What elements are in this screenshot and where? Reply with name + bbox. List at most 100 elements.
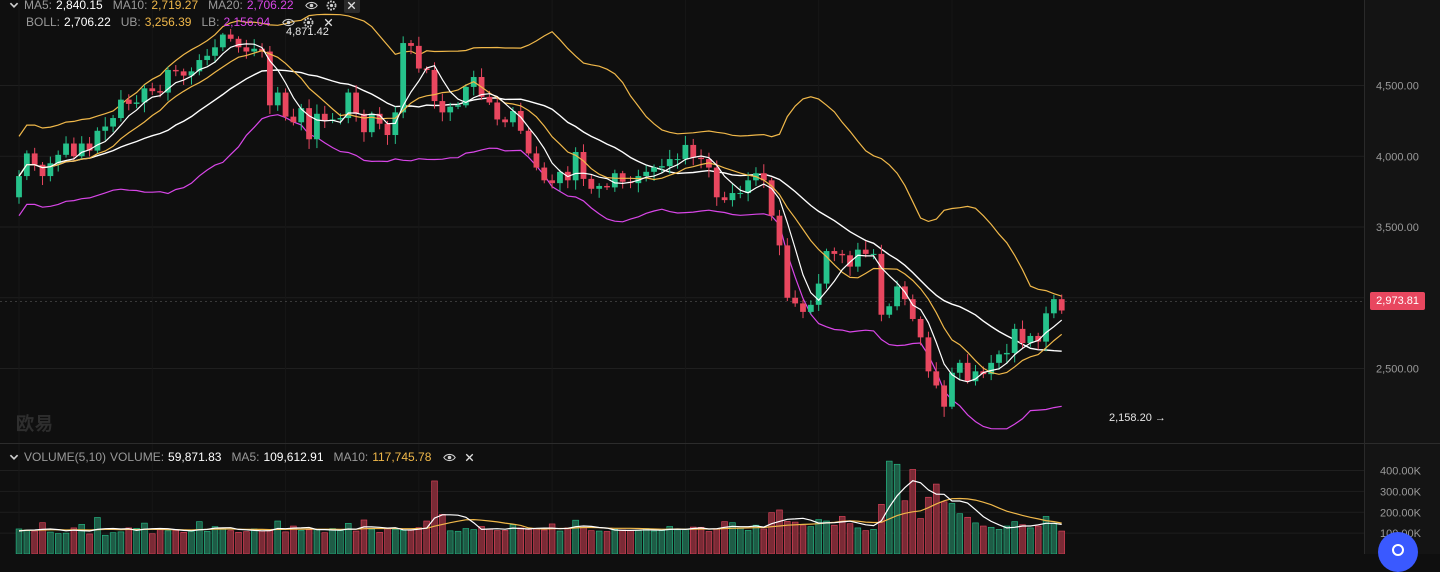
volume-bar xyxy=(235,531,242,554)
candle-body xyxy=(282,92,289,117)
close-icon[interactable] xyxy=(320,14,336,30)
last-price-tag: 2,973.81 xyxy=(1370,292,1425,311)
candle-body xyxy=(486,96,493,103)
volume-bar xyxy=(862,530,869,554)
candle-body xyxy=(400,43,407,113)
volume-bar xyxy=(1003,525,1011,554)
chevron-down-icon[interactable] xyxy=(8,449,20,465)
volume-bar xyxy=(329,528,336,554)
candle-body xyxy=(39,164,46,177)
volume-bar xyxy=(368,528,375,554)
volume-bar xyxy=(305,529,313,554)
close-icon[interactable] xyxy=(343,0,360,13)
volume-bar xyxy=(219,528,227,554)
volume-bar xyxy=(611,529,619,554)
candle-body xyxy=(227,34,234,39)
candle-body xyxy=(384,123,391,136)
candle-body xyxy=(949,372,955,407)
volume-bar xyxy=(917,518,924,554)
volume-bar xyxy=(133,528,140,554)
candle-body xyxy=(204,55,211,61)
candle-body xyxy=(651,167,657,172)
candle-body xyxy=(368,113,375,133)
candle-body xyxy=(86,143,93,151)
candle-body xyxy=(31,153,38,165)
volume-bar xyxy=(588,530,595,554)
candle-body xyxy=(729,193,736,201)
ma-legend: MA5: 2,840.15 MA10: 2,719.27 MA20: 2,706… xyxy=(8,0,360,13)
volume-bar xyxy=(548,523,556,554)
volume-title: VOLUME(5,10) xyxy=(24,450,107,464)
price-axis-label: 4,000.00 xyxy=(1376,151,1419,163)
volume-bar xyxy=(799,525,807,554)
boll-value: 2,706.22 xyxy=(64,15,111,29)
candle-body xyxy=(70,143,77,157)
low-annotation: 2,158.20 → xyxy=(1109,412,1166,424)
volume-bar xyxy=(956,513,964,554)
volume-bar xyxy=(156,529,164,554)
volume-bar xyxy=(446,530,454,554)
volume-bar xyxy=(501,530,509,554)
eye-icon[interactable] xyxy=(304,0,320,13)
support-chat-button[interactable] xyxy=(1378,532,1418,572)
volume-bar xyxy=(478,526,485,554)
volume-bar xyxy=(509,524,517,554)
volume-bar xyxy=(846,523,854,554)
candle-body xyxy=(133,102,140,104)
candle-body xyxy=(172,69,179,72)
volume-bar xyxy=(39,522,46,554)
close-icon[interactable] xyxy=(461,449,477,465)
volume-bar xyxy=(227,530,234,554)
candle-body xyxy=(180,71,187,76)
ma10-line xyxy=(18,50,1063,375)
candle-body xyxy=(118,99,124,119)
candle-body xyxy=(713,167,720,198)
candle-body xyxy=(353,92,360,114)
chevron-down-icon[interactable] xyxy=(8,0,20,13)
candle-body xyxy=(909,299,916,319)
volume-ma10-line xyxy=(18,497,1062,532)
candle-body xyxy=(917,318,924,338)
chart-canvas[interactable]: 2,500.003,000.003,500.004,000.004,500.00… xyxy=(0,0,1440,554)
volume-bar xyxy=(360,519,368,554)
boll-middle-line xyxy=(18,69,1062,352)
candle-body xyxy=(933,371,940,386)
candle-body xyxy=(604,185,610,188)
volume-bar xyxy=(117,531,125,554)
candle-body xyxy=(110,118,116,127)
candle-body xyxy=(541,167,548,181)
volume-bar xyxy=(62,532,70,554)
volume-bar xyxy=(290,525,297,554)
lb-value: 2,156.04 xyxy=(223,15,271,29)
high-annotation: 4,871.42 xyxy=(286,26,329,38)
candle-body xyxy=(290,116,297,123)
eye-icon[interactable] xyxy=(280,14,296,30)
volume-bar xyxy=(878,504,885,554)
volume-bar xyxy=(713,528,720,554)
price-axis-label: 4,500.00 xyxy=(1376,81,1419,93)
volume-bar xyxy=(737,527,744,554)
volume-bar xyxy=(635,530,642,554)
volume-ma5-value: 109,612.91 xyxy=(263,450,324,464)
gear-icon[interactable] xyxy=(324,0,340,13)
volume-bar xyxy=(203,530,211,554)
volume-bar xyxy=(964,516,971,554)
eye-icon[interactable] xyxy=(441,449,457,465)
volume-bar xyxy=(384,527,391,554)
volume-bar xyxy=(995,529,1003,554)
volume-bar xyxy=(102,534,109,554)
volume-bar xyxy=(940,501,948,554)
volume-bar xyxy=(211,526,219,554)
volume-bar xyxy=(470,529,477,554)
gear-icon[interactable] xyxy=(300,14,316,30)
volume-bar xyxy=(54,533,62,554)
candle-body xyxy=(745,180,752,194)
volume-bar xyxy=(572,519,579,554)
candle-body xyxy=(361,113,367,133)
axis-panel xyxy=(1365,0,1440,554)
volume-bar xyxy=(243,531,250,554)
volume-bar xyxy=(109,532,117,554)
candle-body xyxy=(800,303,806,312)
candle-body xyxy=(666,159,673,167)
candle-body xyxy=(721,197,728,201)
